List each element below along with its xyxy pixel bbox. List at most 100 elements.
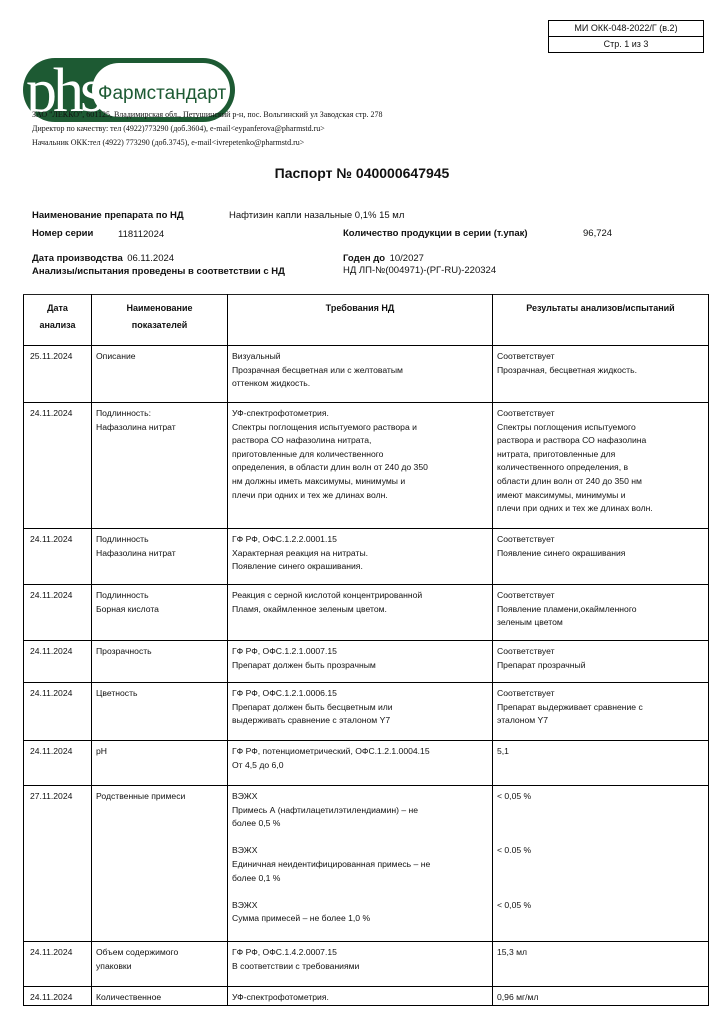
cell-result-line: Соответствует — [497, 688, 555, 698]
cell-result-line — [497, 885, 704, 899]
cell-indicator: Цветность — [91, 682, 228, 741]
header-text: показателей — [131, 320, 188, 330]
cell-requirements-line: оттенком жидкость. — [232, 378, 311, 389]
page-number: Стр. 1 из 3 — [549, 36, 703, 52]
quantity-label: Количество продукции в серии (т.упак) — [343, 228, 528, 239]
table-row: 27.11.2024 Родственные примеси ВЭЖХ Примесь… — [23, 785, 709, 942]
header-text: Наименование — [126, 303, 193, 313]
cell-result-line: раствора и раствора СО нафазолина — [497, 435, 647, 446]
cell-requirements-line: Визуальный — [232, 351, 281, 361]
cell-date: 24.11.2024 — [23, 682, 92, 741]
cell-requirements: Реакция с серной кислотой концентрирован… — [227, 584, 493, 641]
header-indicator: Наименование показателей — [91, 294, 228, 346]
cell-requirements: ГФ РФ, ОФС.1.4.2.0007.15 В соответствии с… — [227, 941, 493, 987]
cell-indicator-line: pH — [96, 746, 107, 756]
company-logo: phs Фармстандарт — [22, 57, 236, 125]
table-row: 24.11.2024 Подлинность Нафазолина нитрат ГФ… — [23, 528, 709, 585]
cell-requirements-line: Появление синего окрашивания. — [232, 561, 363, 572]
cell-indicator-line: Подлинность — [96, 590, 149, 600]
cell-requirements: ГФ РФ, ОФС.1.2.2.0001.15 Характерная реак… — [227, 528, 493, 585]
cell-requirements-line: Препарат должен быть бесцветным или — [232, 701, 393, 712]
cell-result-line: количественного определения, в — [497, 462, 629, 473]
okk-head-contact: Начальник ОКК:тел (4922) 773290 (доб.374… — [32, 138, 305, 147]
cell-requirements: ГФ РФ, ОФС.1.2.1.0006.15 Препарат должен … — [227, 682, 493, 741]
cell-requirements-line: От 4,5 до 6,0 — [232, 759, 284, 770]
cell-result: Соответствует Появление пламени,окаймленн… — [492, 584, 709, 641]
cell-requirements-line: Прозрачная бесцветная или с желтоватым — [232, 364, 403, 375]
cell-result-line: области длин волн от 240 до 350 нм — [497, 475, 642, 486]
quality-director-contact: Директор по качеству: тел (4922)773290 (… — [32, 124, 325, 133]
cell-date-text: 24.11.2024 — [30, 646, 73, 656]
cell-result: Соответствует Прозрачная, бесцветная жидк… — [492, 345, 709, 403]
cell-date-text: 25.11.2024 — [30, 351, 73, 361]
cell-indicator: Подлинность Борная кислота — [91, 584, 228, 641]
cell-requirements-line: Примесь А (нафтилацетилэтилендиамин) – н… — [232, 804, 419, 815]
cell-result-line: Соответствует — [497, 590, 555, 600]
table-row: 25.11.2024 Описание Визуальный Прозрачная б… — [23, 345, 709, 403]
cell-result-line: Спектры поглощения испытуемого — [497, 421, 636, 432]
header-results: Результаты анализов/испытаний — [492, 294, 709, 346]
cell-requirements-line: раствора СО нафазолина нитрата, — [232, 435, 372, 446]
cell-indicator: Количественное — [91, 986, 228, 1006]
quantity-value: 96,724 — [583, 228, 613, 239]
cell-indicator-line: Прозрачность — [96, 646, 152, 656]
cell-requirements-line: УФ-спектрофотометрия. — [232, 992, 329, 1002]
header-text: Требования НД — [325, 303, 395, 313]
company-address: ЗАО "ЛЕККО", 601125, Владимирская обл., … — [32, 110, 383, 119]
table-row: 24.11.2024 Подлинность: Нафазолина нитрат У… — [23, 402, 709, 529]
cell-result: 5,1 — [492, 740, 709, 786]
cell-date-text: 24.11.2024 — [30, 746, 73, 756]
cell-requirements-line: В соответствии с требованиями — [232, 960, 360, 971]
cell-requirements-line: плечи при одних и тех же длинах волн. — [232, 489, 388, 500]
production-date-label: Дата производства — [32, 253, 123, 264]
cell-requirements-line: более 0,1 % — [232, 872, 281, 883]
production-date-value: 06.11.2024 — [127, 253, 175, 264]
production-date: Дата производства 06.11.2024 — [32, 248, 174, 266]
cell-requirements-line: ГФ РФ, ОФС.1.2.1.0006.15 — [232, 688, 337, 698]
cell-requirements-line — [232, 885, 488, 899]
cell-requirements-line: выдерживать сравнение с эталоном Y7 — [232, 715, 391, 726]
cell-result: Соответствует Спектры поглощения испытуем… — [492, 402, 709, 529]
series-value: 118112024 — [118, 229, 165, 240]
cell-requirements-line: более 0,5 % — [232, 818, 281, 829]
cell-indicator-line: Подлинность — [96, 534, 149, 544]
series-label: Номер серии — [32, 228, 94, 239]
analysis-table: Дата анализа Наименование показателей Требов… — [23, 294, 709, 1006]
cell-indicator: Подлинность: Нафазолина нитрат — [91, 402, 228, 529]
cell-result-line: имеют максимумы, минимумы и — [497, 489, 626, 500]
cell-requirements-line: Препарат должен быть прозрачным — [232, 659, 376, 670]
cell-result-line: Препарат прозрачный — [497, 659, 586, 670]
cell-result: Соответствует Препарат прозрачный — [492, 640, 709, 683]
cell-indicator-line: Количественное — [96, 992, 162, 1002]
cell-result-line: Препарат выдерживает сравнение с — [497, 701, 643, 712]
cell-result-line: зеленым цветом — [497, 617, 563, 628]
cell-indicator-line: Цветность — [96, 688, 138, 698]
nd-label: Анализы/испытания проведены в соответств… — [32, 266, 285, 277]
table-row: 24.11.2024 Количественное УФ-спектрофотоме… — [23, 986, 709, 1006]
cell-indicator: Прозрачность — [91, 640, 228, 683]
cell-result-line: Прозрачная, бесцветная жидкость. — [497, 364, 637, 375]
cell-requirements-line: Спектры поглощения испытуемого раствора … — [232, 421, 417, 432]
header-text: Дата — [47, 303, 68, 313]
cell-result: 15,3 мл — [492, 941, 709, 987]
cell-requirements-line: Реакция с серной кислотой концентрирован… — [232, 590, 423, 600]
header-date: Дата анализа — [23, 294, 92, 346]
cell-date: 24.11.2024 — [23, 528, 92, 585]
cell-result-line: эталоном Y7 — [497, 715, 549, 726]
cell-date: 24.11.2024 — [23, 640, 92, 683]
cell-indicator: Описание — [91, 345, 228, 403]
table-row: 24.11.2024 Подлинность Борная кислота Реакц… — [23, 584, 709, 641]
cell-requirements-line: определения, в области длин волн от 240 … — [232, 462, 428, 473]
cell-date: 25.11.2024 — [23, 345, 92, 403]
svg-text:phs: phs — [26, 57, 102, 123]
header-text: Результаты анализов/испытаний — [526, 303, 675, 313]
cell-requirements-line: ГФ РФ, потенциометрический, ОФС.1.2.1.00… — [232, 746, 430, 756]
product-label: Наименование препарата по НД — [32, 210, 184, 221]
cell-result-line — [497, 804, 704, 818]
cell-result-line: Соответствует — [497, 351, 555, 361]
cell-date-text: 24.11.2024 — [30, 992, 73, 1002]
cell-requirements-line: приготовленные для количественного — [232, 448, 384, 459]
document-reference-box: МИ ОКК-048-2022/Г (в.2) Стр. 1 из 3 — [548, 20, 704, 53]
cell-requirements-line: ВЭЖХ — [232, 791, 258, 801]
cell-indicator: pH — [91, 740, 228, 786]
